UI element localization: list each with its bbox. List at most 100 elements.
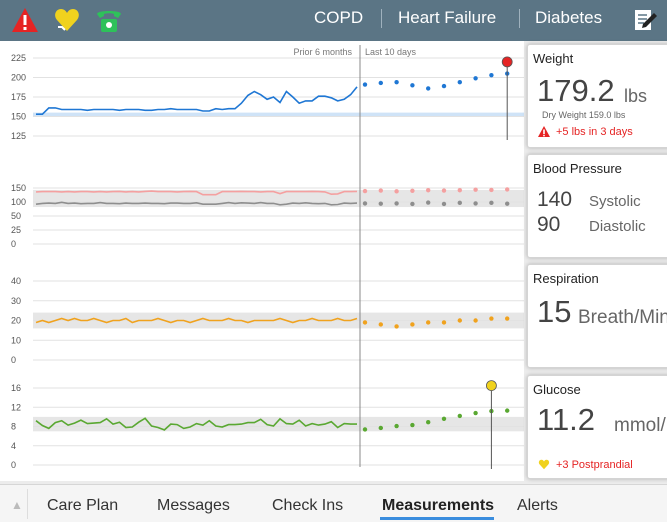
data-point <box>394 201 399 206</box>
data-point <box>426 320 431 325</box>
y-tick-label: 12 <box>11 402 21 412</box>
blood-pressure-card[interactable]: Blood Pressure 140 Systolic 90 Diastolic <box>527 154 667 258</box>
tab-care-plan[interactable]: Care Plan <box>47 497 119 514</box>
alert-triangle-icon[interactable] <box>10 5 40 35</box>
glucose-card[interactable]: Glucose 11.2 mmol/L +3 Postprandial <box>527 375 667 479</box>
y-tick-label: 0 <box>11 355 16 365</box>
data-point <box>410 83 415 88</box>
tab-measurements[interactable]: Measurements <box>382 497 495 514</box>
top-bar: COPD Heart Failure Diabetes <box>0 0 667 41</box>
y-tick-label: 150 <box>11 112 26 122</box>
heart-hands-icon <box>538 459 550 470</box>
data-point <box>362 201 368 206</box>
dry-weight: Dry Weight 159.0 lbs <box>542 110 626 120</box>
condition-heart-failure[interactable]: Heart Failure <box>398 8 497 27</box>
y-tick-label: 225 <box>11 53 26 63</box>
y-tick-label: 100 <box>11 197 26 207</box>
data-point <box>441 416 447 421</box>
data-point <box>426 86 431 91</box>
data-point <box>362 320 368 325</box>
data-point <box>441 188 447 193</box>
y-tick-label: 125 <box>11 131 26 141</box>
tab-alerts[interactable]: Alerts <box>517 497 558 514</box>
respiration-unit: Breath/Min <box>578 307 667 328</box>
collapse-button[interactable]: ▲ <box>3 489 28 519</box>
glucose-value: 11.2 <box>537 402 596 437</box>
data-point <box>489 187 494 193</box>
y-tick-label: 40 <box>11 276 21 286</box>
series-line <box>36 86 358 115</box>
data-point <box>426 188 431 193</box>
chart-canvas: Prior 6 months Last 10 days12515017520022… <box>11 45 524 470</box>
y-tick-label: 25 <box>11 225 21 235</box>
weight-alert: +5 lbs in 3 days <box>556 126 633 138</box>
recent-period-label: Last 10 days <box>365 47 417 57</box>
data-point <box>505 187 510 192</box>
data-point <box>473 318 478 323</box>
data-point <box>410 322 415 327</box>
y-tick-label: 20 <box>11 316 21 326</box>
data-point <box>457 318 462 323</box>
phone-icon[interactable] <box>94 5 124 35</box>
series-line <box>35 417 357 431</box>
heart-hands-icon[interactable] <box>52 5 82 35</box>
data-point <box>457 200 462 206</box>
tab-messages[interactable]: Messages <box>157 497 230 514</box>
respiration-value: 15 <box>537 294 572 329</box>
y-tick-label: 4 <box>11 441 16 451</box>
condition-diabetes[interactable]: Diabetes <box>535 8 603 27</box>
y-tick-label: 150 <box>11 183 26 193</box>
divider <box>381 9 382 28</box>
data-point <box>457 79 462 85</box>
data-point <box>473 410 478 416</box>
diastolic-value: 90 <box>537 213 561 236</box>
data-point <box>441 201 447 207</box>
data-point <box>473 201 478 206</box>
normal-range-band <box>33 112 524 117</box>
y-tick-label: 0 <box>11 460 16 470</box>
condition-copd[interactable]: COPD <box>314 8 364 27</box>
tab-check-ins[interactable]: Check Ins <box>272 497 344 514</box>
data-point <box>426 419 431 425</box>
y-tick-label: 175 <box>11 92 26 102</box>
data-point <box>394 324 399 329</box>
data-point <box>394 423 399 429</box>
respiration-card[interactable]: Respiration 15 Breath/Min <box>527 264 667 368</box>
prior-period-label: Prior 6 months <box>293 47 352 57</box>
data-point <box>362 427 368 432</box>
weight-card[interactable]: Weight 179.2 lbs Dry Weight 159.0 lbs +5… <box>527 44 667 148</box>
edit-note-icon[interactable] <box>632 7 658 33</box>
marker-pin <box>501 56 513 68</box>
data-point <box>489 72 494 78</box>
active-tab-indicator <box>380 517 494 520</box>
data-point <box>378 80 383 86</box>
data-point <box>489 200 494 206</box>
y-tick-label: 50 <box>11 211 21 221</box>
data-point <box>457 413 462 419</box>
card-title: Respiration <box>533 271 599 286</box>
data-point <box>410 188 415 193</box>
y-tick-label: 30 <box>11 296 21 306</box>
glucose-unit: mmol/L <box>614 415 667 436</box>
data-point <box>378 425 383 431</box>
data-point <box>489 316 494 321</box>
systolic-value: 140 <box>537 188 573 211</box>
data-point <box>505 408 510 413</box>
marker-pin <box>485 380 497 391</box>
alert-triangle-icon <box>538 126 550 137</box>
series-line <box>35 317 358 324</box>
y-tick-label: 200 <box>11 73 26 83</box>
data-point <box>378 201 383 206</box>
systolic-label: Systolic <box>589 193 641 210</box>
weight-unit: lbs <box>624 86 648 106</box>
data-point <box>457 188 462 193</box>
data-point <box>378 322 383 327</box>
divider <box>519 9 520 28</box>
data-point <box>505 201 510 206</box>
y-tick-label: 10 <box>11 335 21 345</box>
data-point <box>473 187 478 192</box>
data-point <box>441 320 447 325</box>
measurements-chart: Prior 6 months Last 10 days 125 150 175 200 22… <box>0 41 524 481</box>
data-point <box>410 422 415 428</box>
card-title: Glucose <box>533 382 581 397</box>
